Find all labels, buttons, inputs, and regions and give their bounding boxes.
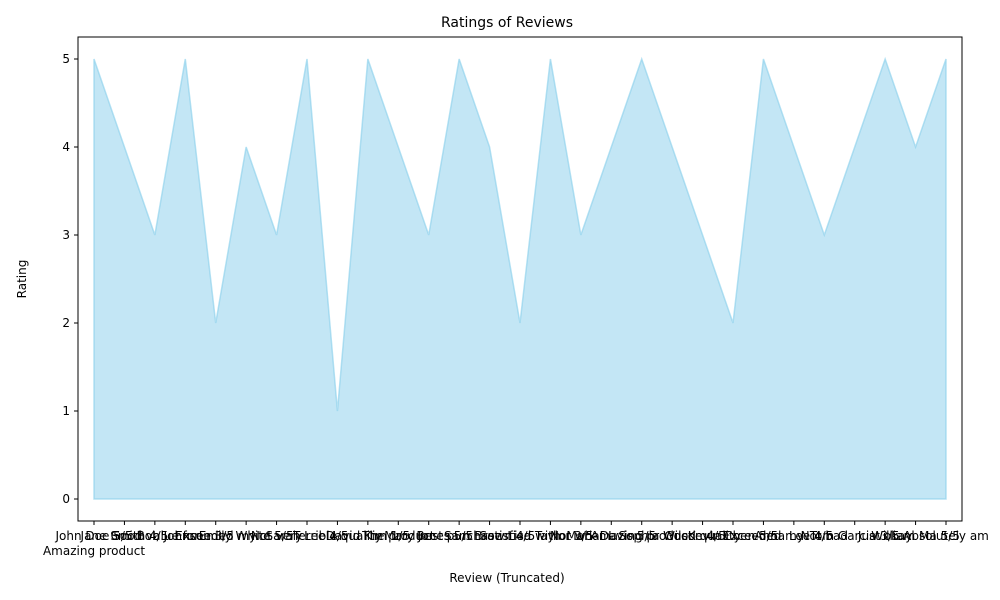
x-tick-label: Sophia Wilson 4/5 <box>619 529 726 543</box>
y-axis-title: Rating <box>15 260 29 299</box>
area-series <box>93 56 947 500</box>
x-tick-label-line: Not very <box>251 529 302 543</box>
x-tick-label-line: Not bad <box>801 529 848 543</box>
x-tick-label: Terrible quality <box>292 529 382 543</box>
x-tick-label-line: Good quality <box>664 529 740 543</box>
x-tick-label-line: Terrible quality <box>292 529 382 543</box>
x-tick-label-line: Amazing product <box>43 544 145 558</box>
x-tick-label-line: Kevin Chen 5/5 <box>688 529 779 543</box>
x-tick-label: Not bad <box>801 529 848 543</box>
chart-title: Ratings of Reviews <box>441 15 573 31</box>
x-tick-label-line: William Ma 5/5 <box>871 529 960 543</box>
x-tick-label-line: Lisa Taylor 3/5 <box>507 529 593 543</box>
x-tick-label: Just okay <box>857 529 912 543</box>
x-tick-label: The product <box>361 529 435 543</box>
y-tick-label: 2 <box>62 316 70 330</box>
x-tick-label: Absolutely am <box>903 529 989 543</box>
x-tick-label-line: Satisfied with <box>479 529 560 543</box>
x-tick-label: David Kim 1/5 <box>326 529 410 543</box>
x-tick-label: Sam Brown 4/5 <box>444 529 535 543</box>
x-tick-label-line: Bob Johnson 3/5 <box>137 529 234 543</box>
x-tick-label-line: Not what I <box>550 529 612 543</box>
y-tick-label: 0 <box>62 492 70 506</box>
x-tick-label-line: Sophia Wilson 4/5 <box>619 529 726 543</box>
y-tick-label: 3 <box>62 228 70 242</box>
x-tick-label-line: Exceeded my <box>175 529 256 543</box>
x-tick-label: Mary Jones 5/5 <box>384 529 473 543</box>
x-tick-label: John Doe 5/5 Amazing product <box>43 529 145 558</box>
x-tick-label: Not what I <box>550 529 612 543</box>
x-tick-label: Tom Garcia 3/5 <box>809 529 900 543</box>
x-tick-label: Not very <box>251 529 302 543</box>
y-axis: 0 1 2 3 4 5 <box>62 52 78 506</box>
x-tick-label: Exceeded my <box>175 529 256 543</box>
x-tick-label-line: Anna Lee 4/5 <box>754 529 833 543</box>
x-tick-label-line: Sarah Lee 4/5 <box>265 529 348 543</box>
x-tick-label-line: Mary Jones 5/5 <box>384 529 473 543</box>
x-tick-label: Emily White 5/5 <box>199 529 294 543</box>
x-tick-label: Exceeded my <box>723 529 804 543</box>
x-tick-label-line: Exceeded my <box>723 529 804 543</box>
x-tick-label: Lisa Taylor 3/5 <box>507 529 593 543</box>
x-tick-label-line: Absolutely am <box>903 529 989 543</box>
x-tick-label: Bob Johnson 3/5 <box>137 529 234 543</box>
x-tick-label-line: John Doe 5/5 <box>55 529 133 543</box>
x-tick-label-line: Mark Davis 5/5 <box>566 529 656 543</box>
x-tick-label: Anna Lee 4/5 <box>754 529 833 543</box>
x-tick-label-line: The product <box>361 529 435 543</box>
x-tick-label-line: Tom Garcia 3/5 <box>809 529 900 543</box>
x-tick-label: Jane Smith 4/5 <box>80 529 169 543</box>
x-tick-label: Good quality <box>664 529 740 543</box>
x-tick-label: Satisfied with <box>479 529 560 543</box>
x-tick-label: Sarah Lee 4/5 <box>265 529 348 543</box>
x-tick-label-line: David Kim 1/5 <box>326 529 410 543</box>
x-tick-label-line: Jane Smith 4/5 <box>80 529 169 543</box>
x-tick-label: William Ma 5/5 <box>871 529 960 543</box>
y-tick-label: 5 <box>62 52 70 66</box>
x-tick-label: Amazing product <box>591 529 693 543</box>
x-tick-label-line: Amazing product <box>591 529 693 543</box>
x-tick-label-line: Emily White 5/5 <box>199 529 294 543</box>
x-tick-label: Best purchase <box>416 529 501 543</box>
y-tick-label: 1 <box>62 404 70 418</box>
x-tick-label-line: Just okay <box>857 529 912 543</box>
x-tick-label: Good value for <box>111 529 200 543</box>
plot-area <box>93 56 947 500</box>
x-tick-label-line: Good value for <box>111 529 200 543</box>
x-tick-label: Kevin Chen 5/5 <box>688 529 779 543</box>
y-tick-label: 4 <box>62 140 70 154</box>
x-tick-label-line: Sam Brown 4/5 <box>444 529 535 543</box>
x-tick-label: Mark Davis 5/5 <box>566 529 656 543</box>
x-tick-label-line: Best purchase <box>416 529 501 543</box>
x-axis-title: Review (Truncated) <box>449 571 564 585</box>
